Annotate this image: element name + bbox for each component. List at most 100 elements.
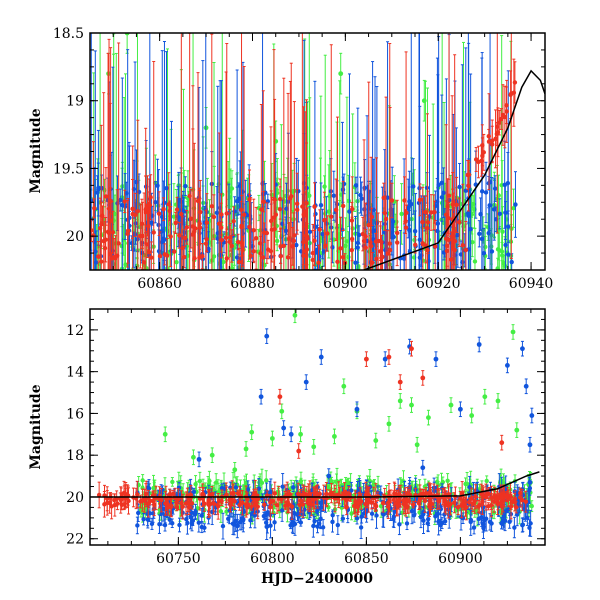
data-point-blue xyxy=(527,519,532,537)
data-point-blue xyxy=(96,162,101,217)
data-point-red xyxy=(518,487,523,508)
data-point-blue xyxy=(439,94,445,270)
outlier-point-blue xyxy=(476,336,482,353)
outlier-point-green xyxy=(269,430,275,447)
data-point-blue xyxy=(492,178,497,241)
data-point-red xyxy=(218,202,224,253)
data-point-red xyxy=(146,497,152,509)
x-tick-label: 60900 xyxy=(323,276,368,292)
data-point-blue xyxy=(162,518,168,532)
y-tick-label: 18.5 xyxy=(53,26,84,42)
data-point-blue xyxy=(272,513,277,531)
top-panel-points xyxy=(90,33,518,270)
outlier-point-blue xyxy=(382,351,388,367)
data-point-red xyxy=(327,489,333,499)
y-tick-label: 19.5 xyxy=(53,161,84,177)
outlier-point-red xyxy=(409,340,414,357)
data-point-red xyxy=(253,206,259,270)
outlier-point-green xyxy=(510,324,516,340)
data-point-blue xyxy=(234,69,240,270)
data-point-red xyxy=(261,191,266,213)
data-point-red xyxy=(113,235,118,270)
data-point-red xyxy=(231,206,236,236)
outlier-point-red xyxy=(296,443,302,459)
data-point-red xyxy=(172,231,177,270)
data-point-red xyxy=(209,33,215,270)
data-point-blue xyxy=(316,519,322,528)
data-point-red xyxy=(209,486,215,503)
data-point-red xyxy=(143,483,149,505)
y-tick-label: 20 xyxy=(66,229,84,245)
data-point-red xyxy=(187,33,192,270)
data-point-red xyxy=(302,191,308,240)
outlier-point-green xyxy=(279,403,285,420)
data-point-blue xyxy=(233,482,239,492)
y-tick-label: 20 xyxy=(66,490,84,506)
data-point-blue xyxy=(353,176,359,194)
y-tick-label: 18 xyxy=(66,448,84,464)
x-tick-label: 60800 xyxy=(250,551,295,567)
data-point-red xyxy=(109,493,114,520)
data-point-blue xyxy=(141,512,146,526)
data-point-red xyxy=(523,490,528,513)
data-point-green xyxy=(495,257,500,270)
data-point-blue xyxy=(284,182,289,235)
data-point-green xyxy=(326,502,331,512)
data-point-red xyxy=(301,219,306,265)
data-point-red xyxy=(229,480,235,507)
data-point-blue xyxy=(481,522,486,531)
data-point-red xyxy=(346,486,352,502)
data-point-red xyxy=(368,156,374,270)
data-point-red xyxy=(240,235,245,256)
data-point-red xyxy=(329,44,334,270)
data-point-red xyxy=(307,480,313,509)
data-point-blue xyxy=(463,47,468,270)
data-point-red xyxy=(198,179,203,245)
x-tick-label: 60750 xyxy=(156,551,201,567)
data-point-red xyxy=(135,119,141,270)
outlier-point-blue xyxy=(264,328,270,344)
bottom-panel-frame xyxy=(89,308,546,546)
data-point-blue xyxy=(438,519,443,532)
data-point-blue xyxy=(359,181,364,216)
data-point-blue xyxy=(503,201,508,270)
data-point-blue xyxy=(520,517,525,533)
data-point-blue xyxy=(220,512,226,540)
data-point-red xyxy=(288,80,293,270)
outlier-point-blue xyxy=(258,388,264,405)
data-point-red xyxy=(241,65,247,270)
outlier-point-green xyxy=(469,407,475,424)
data-point-red xyxy=(381,182,386,213)
data-point-blue xyxy=(487,513,493,531)
y-tick-label: 12 xyxy=(66,323,84,339)
data-point-blue xyxy=(149,517,155,530)
data-point-blue xyxy=(512,516,517,539)
outlier-point-blue xyxy=(318,349,324,365)
data-point-green xyxy=(491,506,497,520)
data-point-red xyxy=(486,128,491,144)
outlier-point-green xyxy=(421,79,427,122)
data-point-blue xyxy=(335,515,341,535)
outlier-point-blue xyxy=(520,340,525,357)
data-point-red xyxy=(164,238,170,270)
data-point-red xyxy=(285,490,290,514)
data-point-red xyxy=(168,498,173,517)
data-point-red xyxy=(190,85,196,270)
data-point-red xyxy=(498,108,504,130)
bottom-panel: 60750 60800 60850 60900 12 14 16 18 20 22 Magnitu… xyxy=(28,308,546,587)
data-point-red xyxy=(432,200,437,224)
data-point-red xyxy=(459,481,465,507)
data-point-red xyxy=(344,492,349,510)
data-point-red xyxy=(96,241,101,270)
data-point-blue xyxy=(471,520,477,535)
data-point-red xyxy=(341,180,346,231)
top-panel: 60860 60880 60900 60920 60940 18.5 19 19.5 20 Ma… xyxy=(28,26,553,292)
data-point-red xyxy=(125,198,131,264)
bottom-panel-model-curve xyxy=(90,471,540,498)
data-point-red xyxy=(262,498,267,511)
data-point-red xyxy=(504,86,509,125)
outlier-point-green xyxy=(298,426,303,443)
outlier-point-green xyxy=(386,416,392,432)
data-point-red xyxy=(140,488,145,512)
